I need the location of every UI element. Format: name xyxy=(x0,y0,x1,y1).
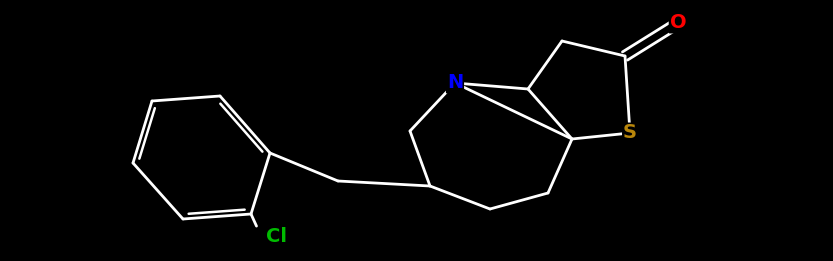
Text: S: S xyxy=(623,123,637,143)
Text: Cl: Cl xyxy=(266,227,287,246)
Text: O: O xyxy=(670,14,686,33)
Text: N: N xyxy=(446,74,463,92)
